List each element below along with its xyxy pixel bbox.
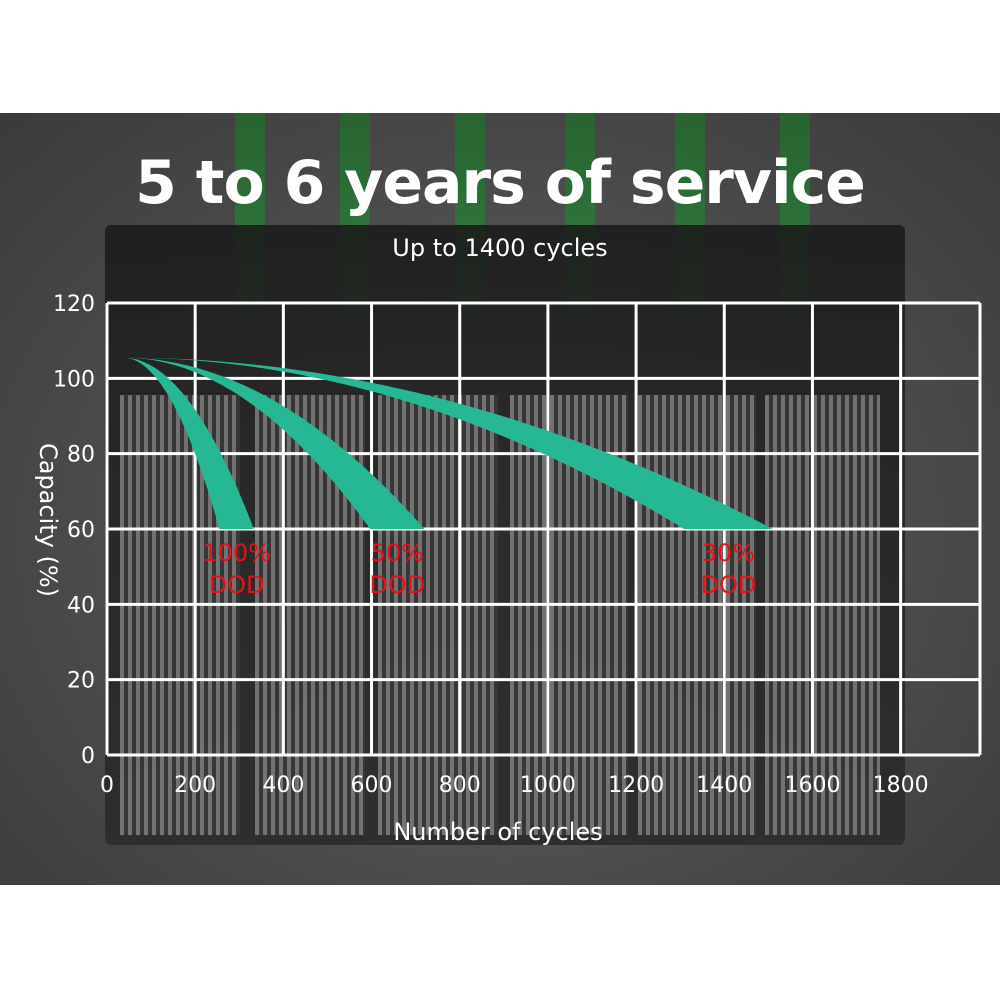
x-tick-label: 800 — [439, 773, 481, 798]
dod-band-2 — [107, 357, 773, 529]
x-tick-label: 400 — [262, 773, 304, 798]
y-tick-label: 80 — [67, 443, 95, 468]
x-tick-label: 1200 — [608, 773, 664, 798]
dod-band-0 — [107, 357, 254, 529]
y-tick-label: 120 — [53, 292, 95, 317]
battery-cell — [378, 395, 498, 835]
y-axis-label: Capacity (%) — [34, 443, 62, 597]
dod-label: DOD — [369, 571, 425, 599]
y-tick-label: 40 — [67, 593, 95, 618]
x-tick-label: 600 — [351, 773, 393, 798]
battery-cell — [765, 395, 880, 835]
dod-band-1 — [107, 357, 425, 529]
x-tick-label: 1600 — [784, 773, 840, 798]
y-tick-label: 100 — [53, 367, 95, 392]
chart-title: 5 to 6 years of service — [135, 148, 866, 218]
y-tick-label: 60 — [67, 518, 95, 543]
x-tick-label: 1000 — [520, 773, 576, 798]
x-tick-label: 200 — [174, 773, 216, 798]
x-tick-label: 1800 — [873, 773, 929, 798]
chart-subtitle: Up to 1400 cycles — [392, 234, 608, 262]
y-tick-label: 0 — [81, 744, 95, 769]
battery-cell — [638, 395, 756, 835]
dod-label: DOD — [209, 571, 265, 599]
x-axis-label: Number of cycles — [393, 818, 602, 846]
dod-label: DOD — [701, 571, 757, 599]
dod-label: 100% — [202, 539, 271, 567]
y-tick-label: 20 — [67, 669, 95, 694]
dod-label: 30% — [702, 539, 755, 567]
x-tick-label: 0 — [100, 773, 114, 798]
dod-label: 50% — [371, 539, 424, 567]
x-tick-label: 1400 — [696, 773, 752, 798]
